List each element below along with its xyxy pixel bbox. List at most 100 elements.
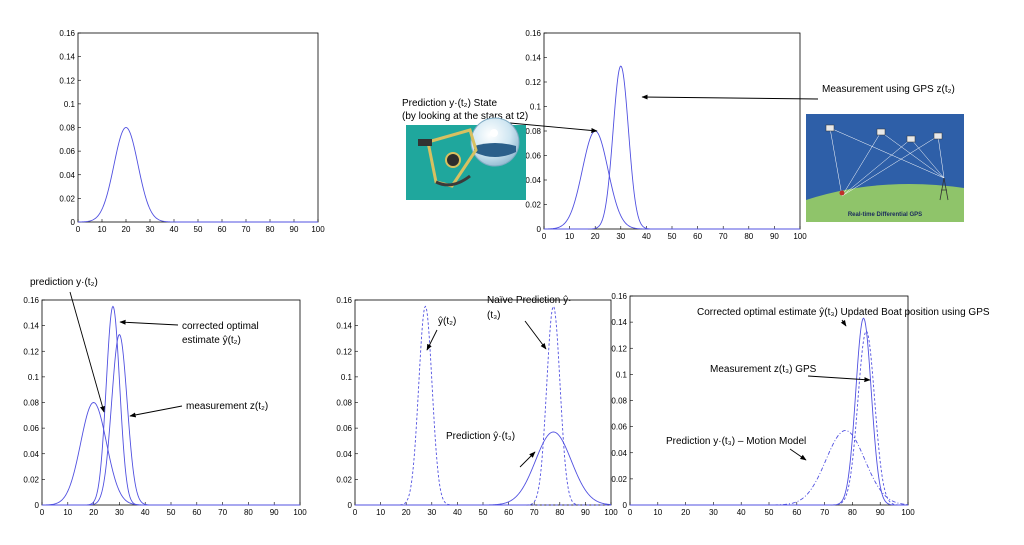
annotation-prediction-t2: prediction y·(t₂) [30,277,105,413]
x-tick-label: 100 [604,508,618,517]
y-tick-label: 0.1 [616,370,628,379]
x-tick-label: 40 [737,508,746,517]
plot-frame [77,32,319,223]
y-tick-label: 0.04 [611,449,627,458]
star-in-view [490,129,498,137]
x-tick-label: 30 [616,232,625,241]
x-tick-label: 10 [376,508,385,517]
y-tick-label: 0.14 [59,53,75,62]
annotation-arrow [641,94,819,100]
gps-caption: Real-time Differential GPS [848,212,922,218]
y-tick-label: 0 [537,225,542,234]
y-tick-label: 0.1 [28,373,40,382]
annotation-text-line: Prediction y·(t₂) State [402,98,497,109]
annotation-text-line: Corrected optimal estimate ŷ(t₃) Updated… [697,307,990,318]
gaussian-series-2 [544,65,800,230]
y-tick-label: 0.1 [341,373,353,382]
x-tick-label: 0 [542,232,547,241]
y-tick-label: 0.02 [336,475,352,484]
x-tick-label: 0 [353,508,358,517]
annotation-text-line: (by looking at the stars at t2) [402,111,528,122]
y-tick-label: 0.04 [525,176,541,185]
annotation-prediction-state: Prediction y·(t₂) State (by looking at t… [402,98,598,133]
plot-frame [543,32,801,230]
annotation-text-line: Prediction y·(t₃) – Motion Model [666,436,806,447]
x-tick-label: 10 [63,508,72,517]
y-tick-label: 0.04 [23,450,39,459]
y-tick-label: 0.08 [611,397,627,406]
x-tick-label: 50 [167,508,176,517]
gps-receiver-person [839,190,845,196]
x-tick-label: 0 [628,508,633,517]
x-tick-label: 70 [218,508,227,517]
x-tick-label: 70 [242,225,251,234]
x-tick-label: 50 [668,232,677,241]
annotation-arrow [807,375,871,383]
sextant-telescope [418,139,432,146]
x-tick-label: 50 [765,508,774,517]
gaussian-series-1 [77,127,318,223]
x-tick-label: 60 [792,508,801,517]
gps-ground [806,184,964,222]
y-tick-label: 0.12 [611,344,627,353]
annotation-text-line: estimate ŷ(t₂) [182,335,241,346]
y-tick-label: 0.06 [336,424,352,433]
annotation-naive-prediction: Naïve Prediction ŷ· (t₃) [487,295,571,350]
y-tick-label: 0.12 [23,347,39,356]
x-tick-label: 40 [141,508,150,517]
x-tick-label: 90 [770,232,779,241]
x-tick-label: 0 [40,508,45,517]
gaussian-series-3 [630,317,908,506]
x-tick-label: 20 [402,508,411,517]
x-tick-label: 60 [504,508,513,517]
y-tick-label: 0 [623,501,628,510]
annotation-arrow [129,405,183,418]
gps-reference-tower [939,177,949,201]
x-tick-label: 40 [170,225,179,234]
x-tick-label: 80 [266,225,275,234]
sextant-frame [426,128,478,188]
y-tick-label: 0.06 [59,147,75,156]
annotation-corrected-estimate-t2: corrected optimal estimate ŷ(t₂) [119,319,259,346]
viewfinder-sphere [470,117,520,167]
y-tick-label: 0.06 [525,152,541,161]
x-tick-label: 70 [719,232,728,241]
annotation-text-line: Measurement using GPS z(t₂) [822,84,955,95]
x-tick-label: 100 [793,232,807,241]
y-tick-label: 0.16 [336,296,352,305]
annotation-yhat-t2: ŷ(t₂) [426,316,456,351]
gaussian-series-3 [42,305,300,506]
y-tick-label: 0.12 [336,347,352,356]
x-tick-label: 70 [820,508,829,517]
annotation-text-line: corrected optimal [182,321,259,332]
annotation-motion-model: Prediction y·(t₃) – Motion Model [666,436,807,461]
x-tick-label: 60 [192,508,201,517]
annotation-arrow [840,319,847,327]
y-tick-label: 0 [71,218,76,227]
x-tick-label: 30 [709,508,718,517]
x-tick-label: 90 [290,225,299,234]
y-tick-label: 0.1 [530,103,542,112]
y-tick-label: 0.14 [611,318,627,327]
x-tick-label: 80 [744,232,753,241]
x-tick-label: 90 [581,508,590,517]
annotation-arrow [426,329,438,351]
x-tick-label: 50 [479,508,488,517]
x-tick-label: 20 [681,508,690,517]
chart-1-prior: 0 10 20 30 40 50 60 70 80 90 100 0 0.02 0.04 0.06 0.08 0… [59,29,325,234]
annotation-text-line: Measurement z(t₃) GPS [710,364,817,375]
sextant-illustration-icon [406,117,526,200]
y-tick-label: 0.16 [525,29,541,38]
annotation-measurement-t3: Measurement z(t₃) GPS [710,364,871,383]
x-tick-label: 60 [693,232,702,241]
annotation-text-line: measurement z(t₂) [186,401,268,412]
x-tick-label: 100 [311,225,325,234]
x-tick-label: 20 [122,225,131,234]
plot-frame [41,299,301,506]
y-tick-label: 0.02 [23,475,39,484]
x-tick-label: 70 [530,508,539,517]
x-tick-label: 100 [901,508,915,517]
x-tick-label: 30 [115,508,124,517]
y-tick-label: 0.14 [23,322,39,331]
